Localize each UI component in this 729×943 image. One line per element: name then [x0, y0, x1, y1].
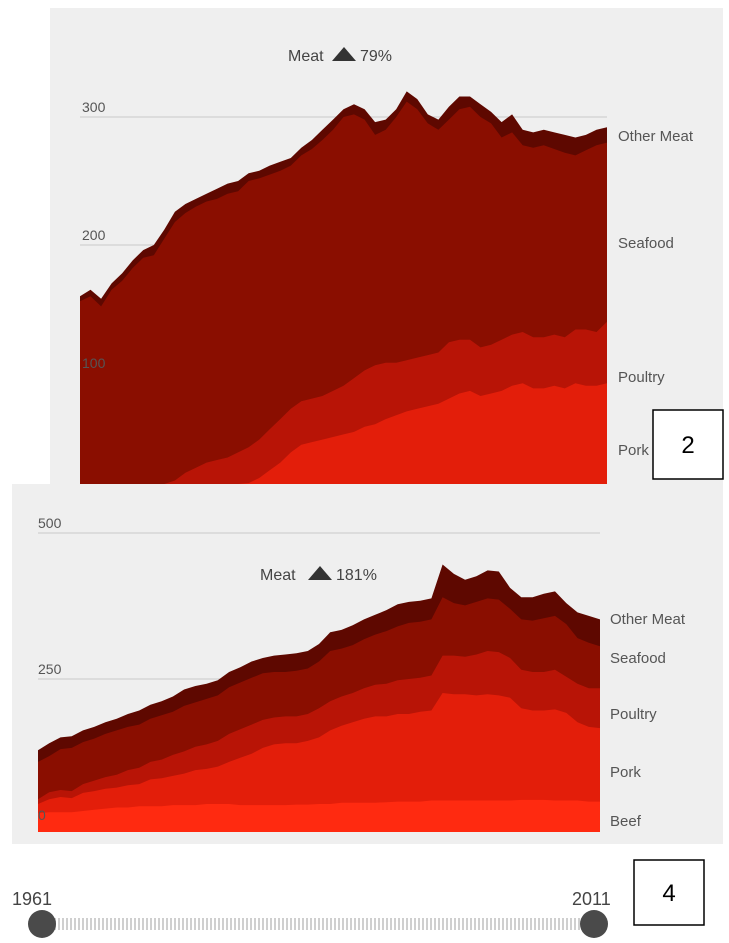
panel-2-headline-label: Meat [288, 48, 324, 65]
series-label-seafood: Seafood [618, 235, 674, 252]
panel-2-headline-change: 79% [360, 48, 392, 65]
series-label-beef: Beef [610, 813, 642, 830]
y-tick-label: 300 [82, 99, 106, 115]
area-series-pork[interactable] [80, 383, 607, 484]
series-label-pork: Pork [618, 442, 649, 459]
panel-2-number-box: 2 [652, 409, 724, 480]
y-tick-label: 100 [82, 355, 106, 371]
slider-start-year: 1961 [12, 889, 52, 909]
panel-4-headline-label: Meat [260, 567, 296, 584]
slider-end-year: 2011 [572, 889, 611, 909]
panel-meat-chart-2: 100 200 300 Other Meat Seafood Poultry Pork M… [50, 8, 724, 485]
series-label-poultry: Poultry [610, 706, 657, 723]
slider-end-handle[interactable] [580, 910, 608, 938]
series-label-seafood: Seafood [610, 650, 666, 667]
triangle-up-icon [308, 566, 332, 580]
y-tick-label: 250 [38, 661, 62, 677]
panel-meat-chart-4: 0 250 500 Other Meat Seafood Poultry Pork Beef… [12, 484, 723, 844]
y-tick-label: 500 [38, 515, 62, 531]
panel-4-headline-change: 181% [336, 567, 377, 584]
year-range-slider[interactable]: 1961 2011 [12, 889, 611, 938]
panel-4-number: 4 [662, 880, 675, 907]
y-tick-label: 0 [38, 807, 46, 823]
series-label-other-meat: Other Meat [618, 128, 694, 145]
area-series-beef[interactable] [38, 799, 600, 832]
panel-4-headline: Meat 181% [260, 566, 377, 584]
slider-start-handle[interactable] [28, 910, 56, 938]
series-label-poultry: Poultry [618, 369, 665, 386]
triangle-up-icon [332, 47, 356, 61]
y-tick-label: 200 [82, 227, 106, 243]
panel-4-number-box: 4 [633, 859, 705, 926]
series-label-pork: Pork [610, 764, 641, 781]
area-series-pork[interactable] [38, 693, 600, 832]
panel-2-headline: Meat 79% [288, 47, 392, 65]
series-label-other-meat: Other Meat [610, 611, 686, 628]
panel-2-number: 2 [681, 432, 694, 459]
